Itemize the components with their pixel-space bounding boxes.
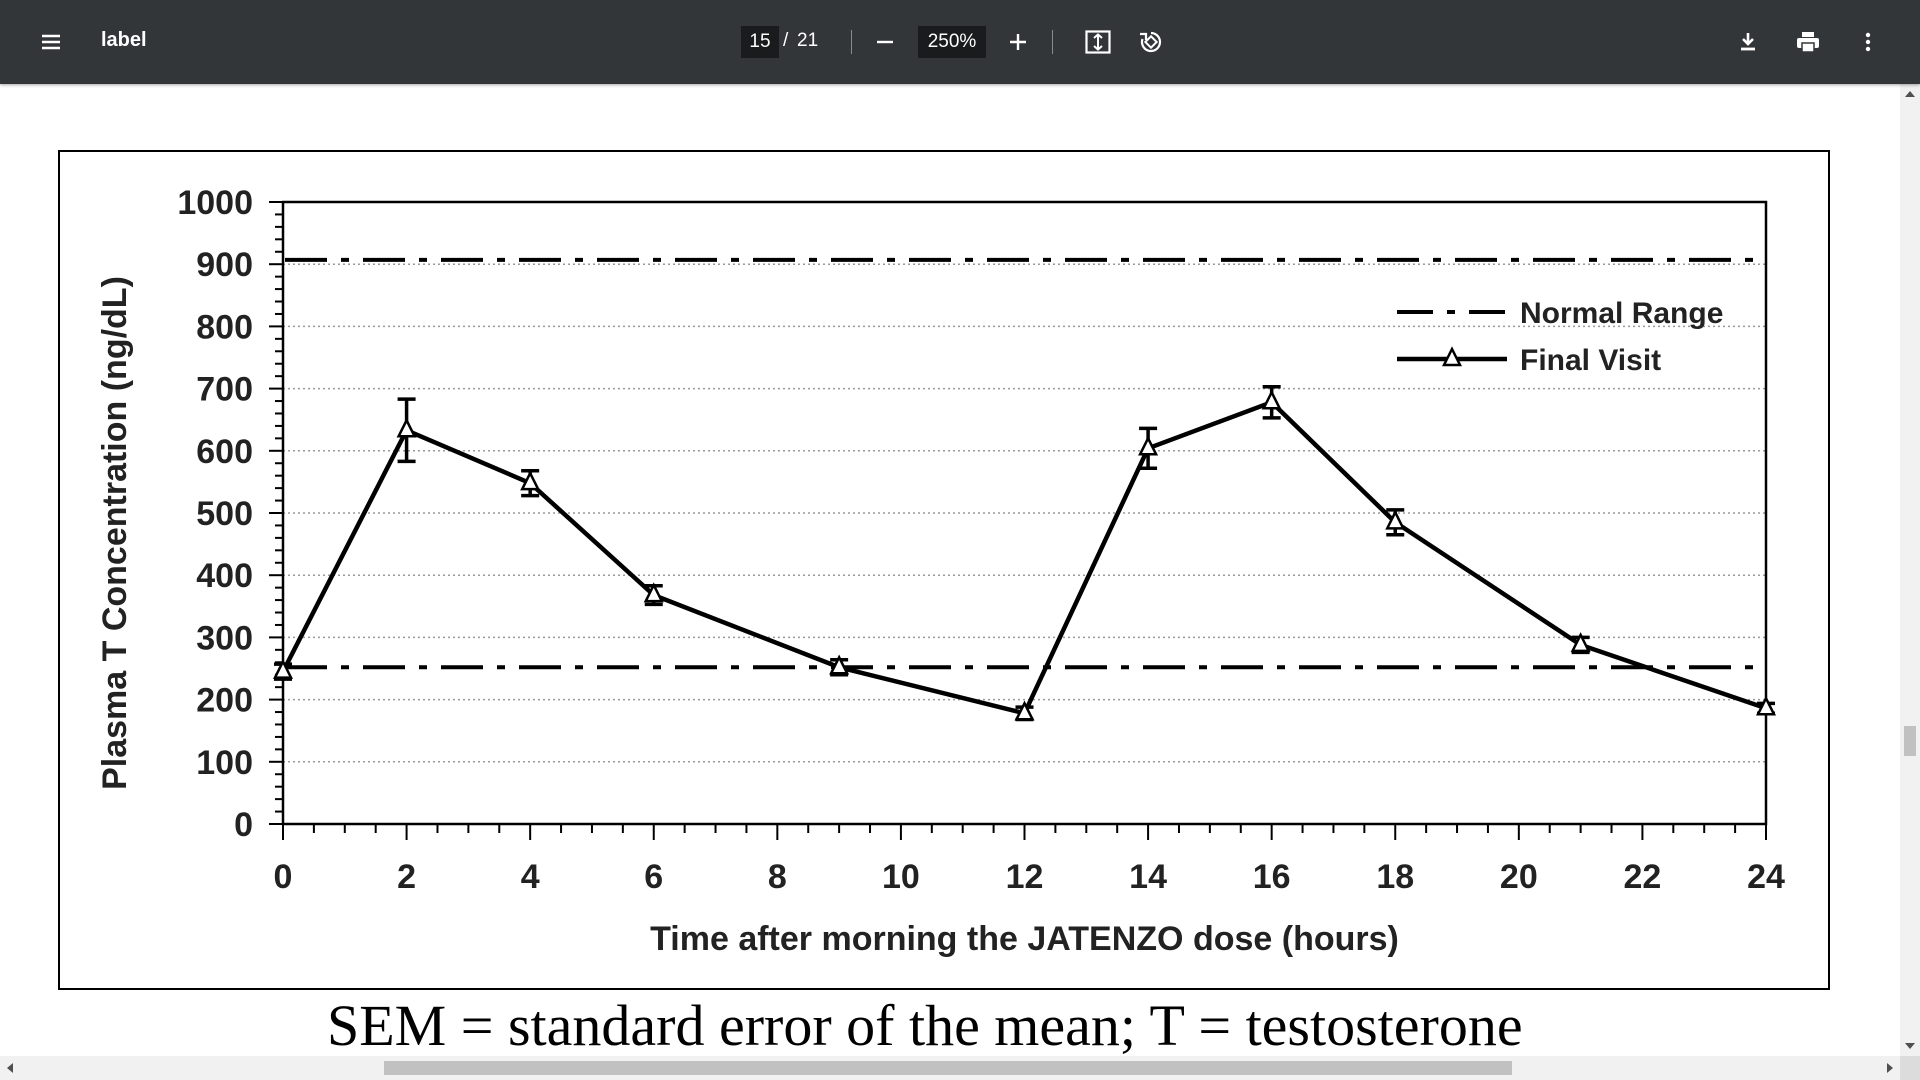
pdf-page-viewport[interactable]: 0 100 200 300 400 500 600 700 800 900 1000 0 2 4 6 8 10 1… — [0, 84, 1900, 1056]
y-tick-label: 1000 — [177, 184, 253, 222]
y-tick-label: 0 — [234, 806, 253, 844]
x-tick-label: 14 — [1129, 858, 1167, 896]
data-point-marker — [520, 470, 541, 491]
legend-normal-range-label: Normal Range — [1520, 297, 1723, 330]
data-point-marker — [1014, 700, 1035, 721]
x-tick-label: 0 — [274, 858, 293, 896]
pdf-toolbar: label 15 / 21 250% — [0, 0, 1920, 84]
data-point-marker — [829, 654, 850, 675]
print-icon[interactable] — [1788, 22, 1828, 62]
y-tick-label: 900 — [196, 246, 253, 284]
figure-frame: 0 100 200 300 400 500 600 700 800 900 1000 0 2 4 6 8 10 1… — [58, 150, 1830, 990]
page-number-input[interactable]: 15 — [741, 26, 779, 58]
data-point-marker — [1138, 435, 1159, 456]
y-tick-label: 300 — [196, 619, 253, 657]
legend-final-visit-label: Final Visit — [1520, 344, 1661, 377]
data-point-marker — [1570, 632, 1591, 653]
x-tick-label: 2 — [397, 858, 416, 896]
y-tick-label: 600 — [196, 433, 253, 471]
y-axis-label: Plasma T Concentration (ng/dL) — [96, 276, 134, 790]
data-point-marker — [1755, 695, 1777, 716]
page-separator: / — [783, 30, 789, 51]
vertical-scroll-thumb[interactable] — [1904, 726, 1916, 756]
document-title: label — [101, 29, 147, 51]
plus-icon[interactable] — [998, 22, 1038, 62]
x-tick-label: 8 — [768, 858, 787, 896]
x-tick-label: 22 — [1624, 858, 1662, 896]
y-tick-label: 700 — [196, 371, 253, 409]
download-icon[interactable] — [1728, 22, 1768, 62]
page-total: 21 — [797, 30, 819, 51]
data-point-marker — [272, 658, 294, 679]
figure-caption: SEM = standard error of the mean; T = te… — [327, 993, 1523, 1056]
data-point-marker — [643, 582, 664, 603]
data-point-marker — [396, 417, 417, 438]
x-tick-label: 6 — [644, 858, 663, 896]
horizontal-scroll-thumb[interactable] — [384, 1061, 1512, 1075]
menu-icon[interactable] — [31, 22, 71, 62]
zoom-level-input[interactable]: 250% — [918, 26, 986, 58]
scroll-up-icon[interactable] — [1900, 84, 1920, 104]
y-tick-label: 100 — [196, 744, 253, 782]
more-vert-icon[interactable] — [1848, 22, 1888, 62]
x-tick-label: 20 — [1500, 858, 1538, 896]
scroll-right-icon[interactable] — [1880, 1056, 1900, 1080]
horizontal-scrollbar[interactable] — [0, 1056, 1900, 1080]
data-point-marker — [1385, 509, 1406, 530]
x-tick-label: 24 — [1747, 858, 1785, 896]
y-tick-label: 500 — [196, 495, 253, 533]
fit-to-page-icon[interactable] — [1078, 22, 1118, 62]
toolbar-divider — [1052, 30, 1053, 54]
toolbar-divider — [851, 30, 852, 54]
scrollbar-corner — [1900, 1056, 1920, 1080]
rotate-icon[interactable] — [1131, 22, 1171, 62]
scroll-left-icon[interactable] — [0, 1056, 20, 1080]
x-tick-label: 16 — [1253, 858, 1291, 896]
y-tick-label: 800 — [196, 308, 253, 346]
y-tick-label: 200 — [196, 682, 253, 720]
x-tick-label: 10 — [882, 858, 920, 896]
x-tick-label: 4 — [521, 858, 540, 896]
x-axis-label: Time after morning the JATENZO dose (hou… — [650, 920, 1399, 958]
scroll-down-icon[interactable] — [1900, 1036, 1920, 1056]
x-tick-label: 18 — [1376, 858, 1414, 896]
minus-icon[interactable] — [865, 22, 905, 62]
data-point-marker — [1261, 389, 1282, 410]
y-tick-label: 400 — [196, 557, 253, 595]
legend-final-visit-marker — [1441, 346, 1463, 367]
vertical-scrollbar[interactable] — [1900, 84, 1920, 1056]
x-tick-label: 12 — [1006, 858, 1044, 896]
